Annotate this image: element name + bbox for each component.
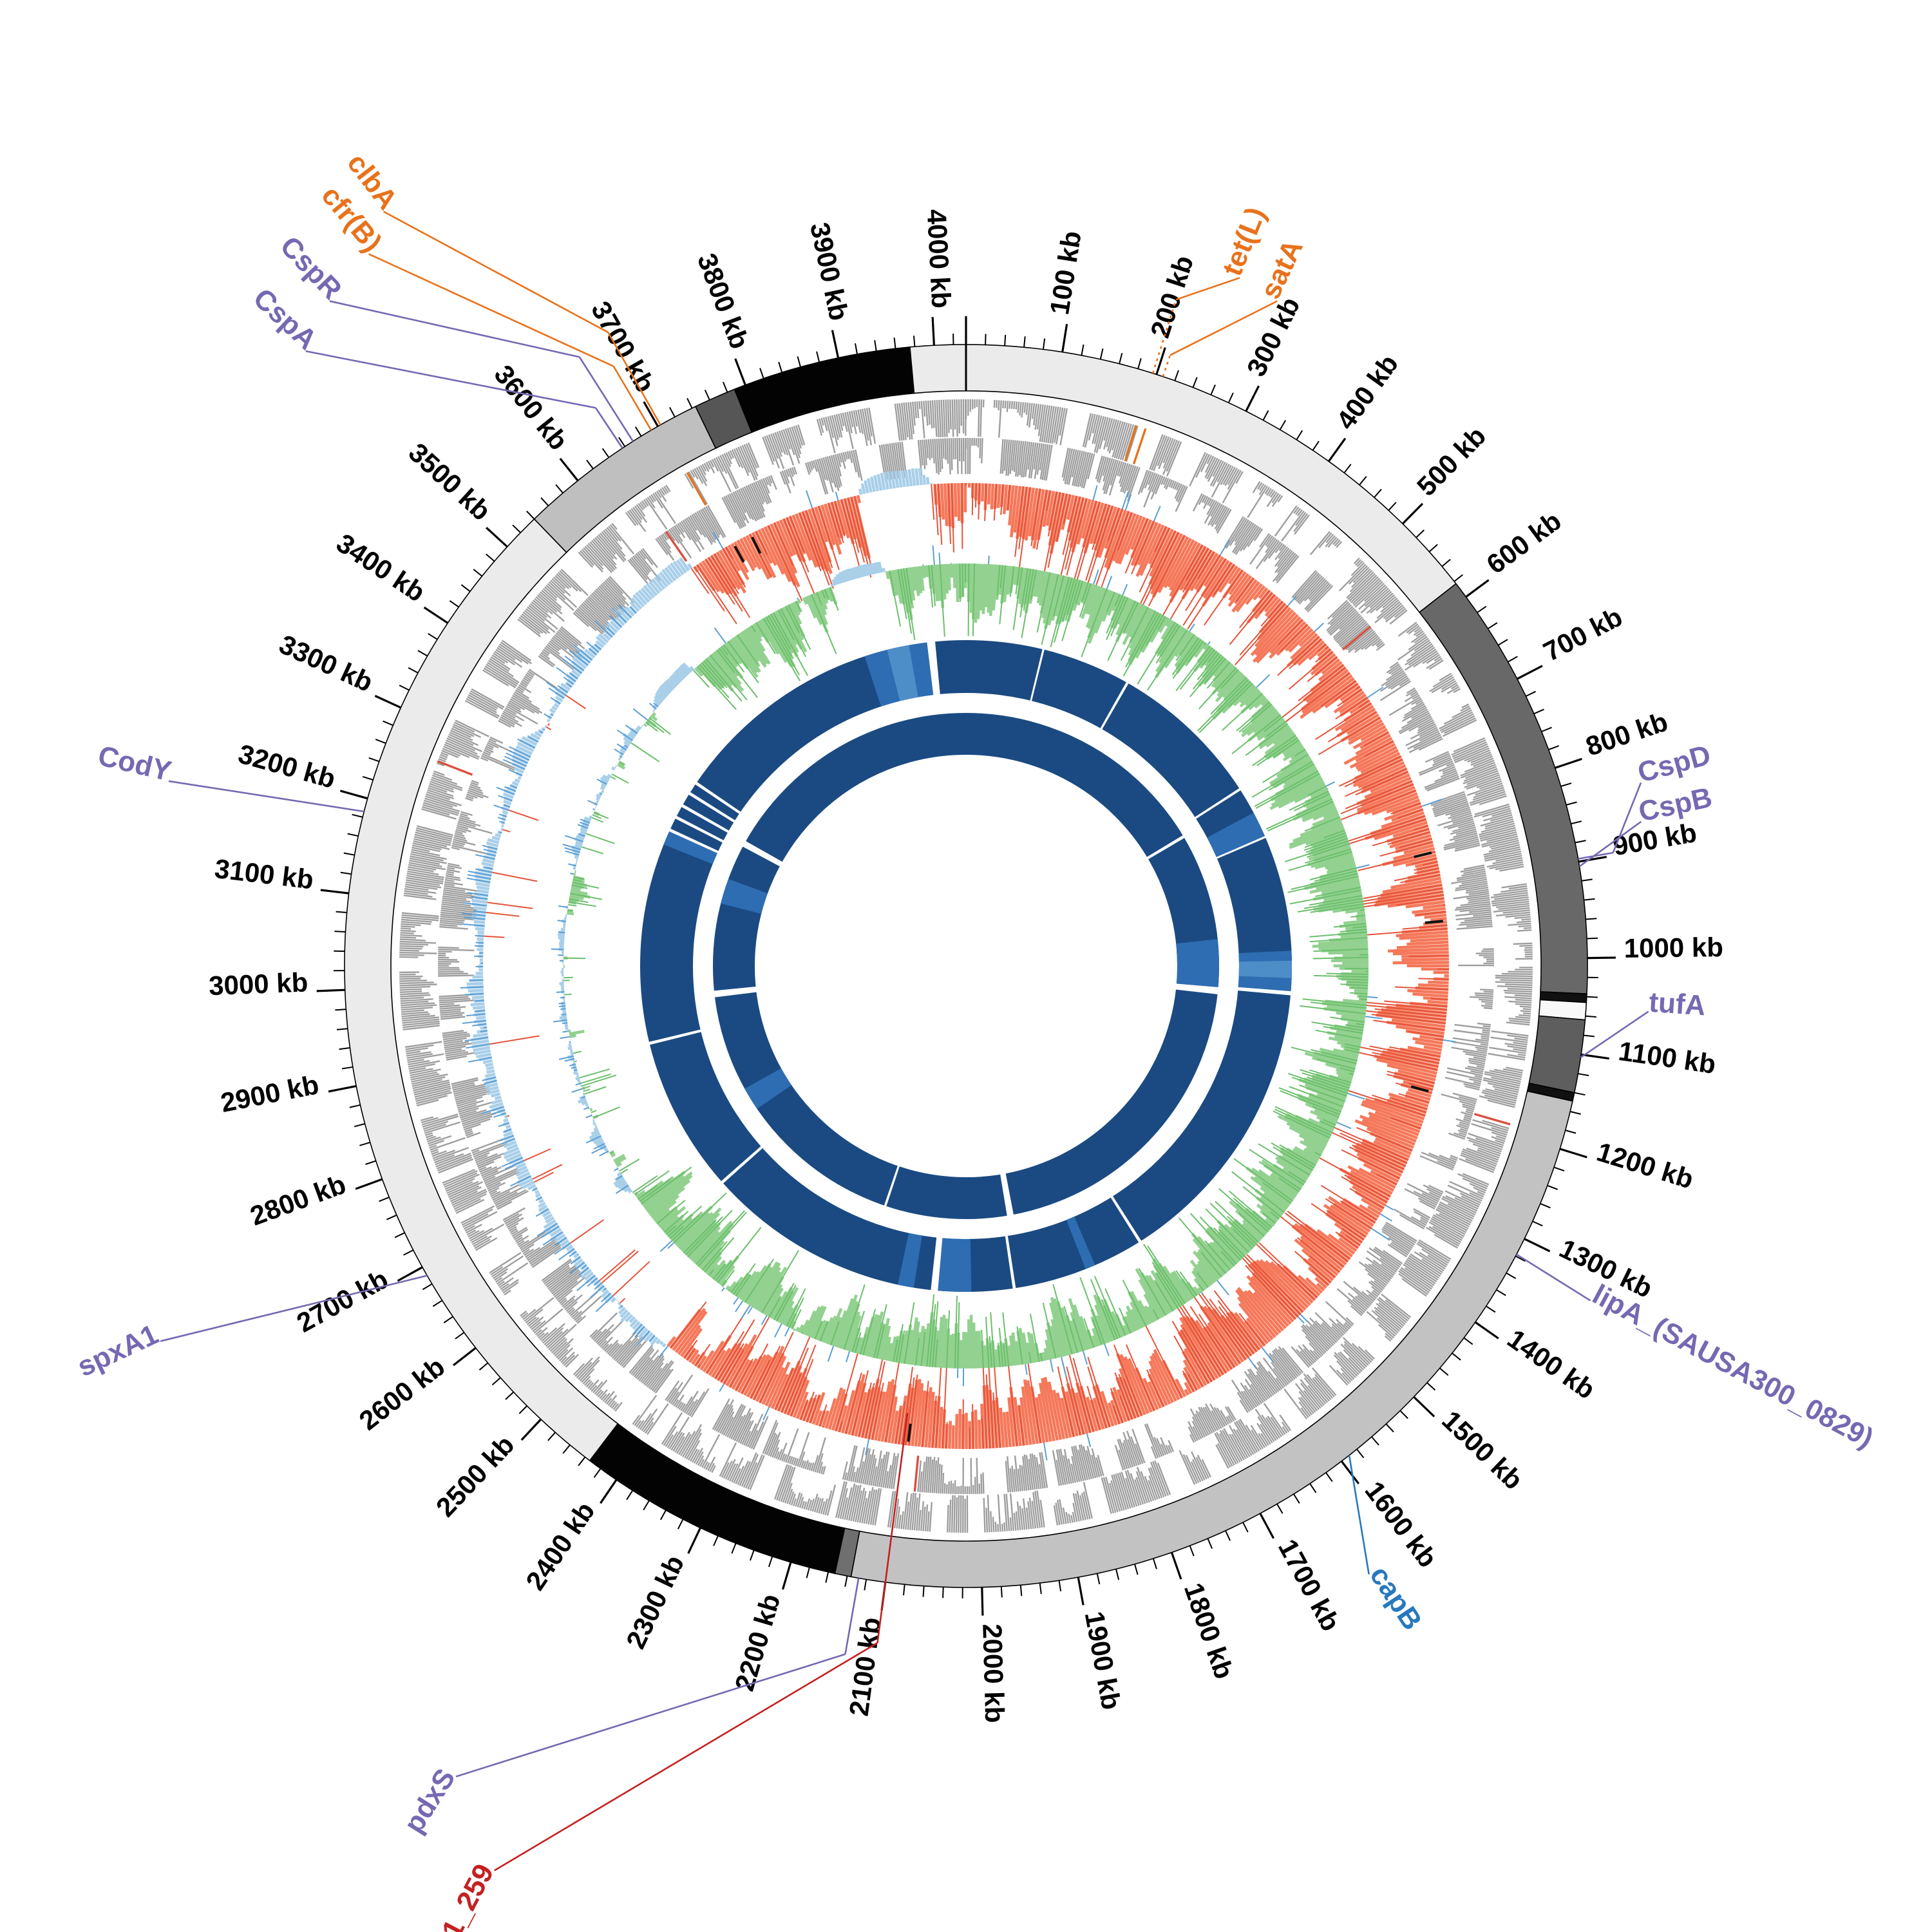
leader-line (1175, 277, 1240, 301)
gene-label-satA: satA (1255, 235, 1309, 304)
leader-line (1516, 1253, 1591, 1302)
leader-line (493, 1642, 878, 1871)
gene-label-CspA: CspA (247, 282, 323, 355)
tick-label: 3900 kb (804, 220, 855, 323)
tick-label: 2200 kb (729, 1591, 786, 1694)
tick-label: 2500 kb (430, 1429, 520, 1522)
axis-ticks (316, 316, 1616, 1616)
tick-label: 2900 kb (218, 1069, 321, 1118)
tick-label: 4000 kb (922, 209, 957, 309)
special-gene-tick (1342, 625, 1372, 651)
gene-annotations: tet(L)satAclbAcfr(B)CspRCspACodYspxA1pdx… (73, 147, 1879, 1932)
tick-label: 2600 kb (354, 1351, 450, 1436)
tick-label: 2300 kb (620, 1551, 690, 1653)
gene-track-forward (399, 399, 1533, 1533)
special-gene-tick (437, 760, 473, 776)
gene-track-reverse (437, 437, 1495, 1495)
tick-label: 600 kb (1481, 506, 1567, 580)
gc-track-2 (551, 545, 1383, 1387)
special-gene-tick (1124, 425, 1138, 462)
leader-line (383, 211, 609, 334)
karyotype-segment (1528, 1015, 1586, 1094)
tick-label: 500 kb (1411, 421, 1492, 502)
leader-line (1348, 1455, 1370, 1575)
tick-label: 2000 kb (977, 1624, 1010, 1723)
special-gene-tick (665, 531, 688, 562)
tick-label: 1200 kb (1593, 1136, 1697, 1194)
leader-line (1162, 355, 1171, 377)
tick-label: 3300 kb (275, 629, 378, 697)
tick-label: 1100 kb (1616, 1036, 1718, 1079)
tick-label: 1600 kb (1359, 1475, 1443, 1573)
gene-label-CspR: CspR (274, 231, 348, 306)
tick-label: 1900 kb (1079, 1609, 1127, 1712)
leader-line (1170, 300, 1278, 356)
tick-label: 700 kb (1539, 601, 1627, 667)
special-gene-tick (1473, 1113, 1511, 1126)
leader-line (578, 356, 634, 442)
tick-label: 3500 kb (403, 437, 497, 527)
tick-label: 100 kb (1044, 229, 1087, 316)
tick-label: 3600 kb (488, 359, 574, 456)
leader-line (368, 253, 614, 368)
gene-label-tufA: tufA (1648, 987, 1707, 1022)
karyotype-ring (344, 343, 1588, 1588)
special-gene-tick (1132, 428, 1147, 464)
leader-line (1580, 1010, 1649, 1059)
leader-line (1578, 820, 1642, 867)
tick-label: 2700 kb (292, 1264, 393, 1338)
tick-label: 3100 kb (213, 853, 316, 895)
leader-line (1578, 851, 1613, 860)
leader-line (455, 1653, 846, 1777)
special-gene-tick (686, 471, 707, 506)
leader-line (1151, 299, 1177, 374)
leader-line (305, 350, 596, 409)
leader-line (329, 300, 580, 358)
tick-label: 1800 kb (1179, 1579, 1240, 1683)
tick-label: 1700 kb (1273, 1534, 1346, 1636)
special-gene-tick (913, 1455, 920, 1492)
tick-label: 2400 kb (520, 1497, 601, 1596)
tick-label: 400 kb (1331, 349, 1404, 435)
leader-line (160, 1274, 428, 1342)
alignment-ring-outer (640, 640, 1292, 1292)
gene-label-tet(L): tet(L) (1217, 203, 1272, 280)
tick-label: 3200 kb (235, 738, 339, 794)
tick-label: 1000 kb (1624, 932, 1723, 963)
alignment-ring-inner (713, 713, 1219, 1219)
tick-label: 1500 kb (1436, 1405, 1529, 1495)
special-gene-ticks (437, 425, 1511, 1492)
tick-label: 3400 kb (331, 527, 430, 607)
karyotype-segment (909, 344, 967, 394)
tick-label: 200 kb (1144, 252, 1199, 341)
gene-label-CodY: CodY (95, 740, 175, 788)
tick-label: 2800 kb (246, 1169, 350, 1231)
leader-line (594, 407, 623, 449)
gene-label-pdxS: pdxS (398, 1763, 462, 1839)
tick-label: 300 kb (1241, 292, 1306, 381)
tick-label: 3000 kb (208, 967, 308, 1001)
gene-label-IS21_259: IS21_259 (416, 1859, 500, 1932)
gene-label-spxA1: spxA1 (73, 1318, 163, 1383)
tick-label: 3800 kb (692, 249, 755, 353)
leader-line (168, 780, 365, 813)
gc-track-1 (460, 468, 1456, 1461)
leader-line (607, 332, 661, 426)
leader-line (1612, 782, 1642, 853)
tick-label: 1400 kb (1502, 1323, 1600, 1405)
leader-line (844, 1578, 860, 1654)
leader-line (876, 1412, 909, 1643)
leader-line (612, 366, 652, 431)
gene-label-lipA_(SAUSA300_0829): lipA_(SAUSA300_0829) (1587, 1278, 1879, 1454)
gene-label-CspD: CspD (1634, 739, 1714, 789)
